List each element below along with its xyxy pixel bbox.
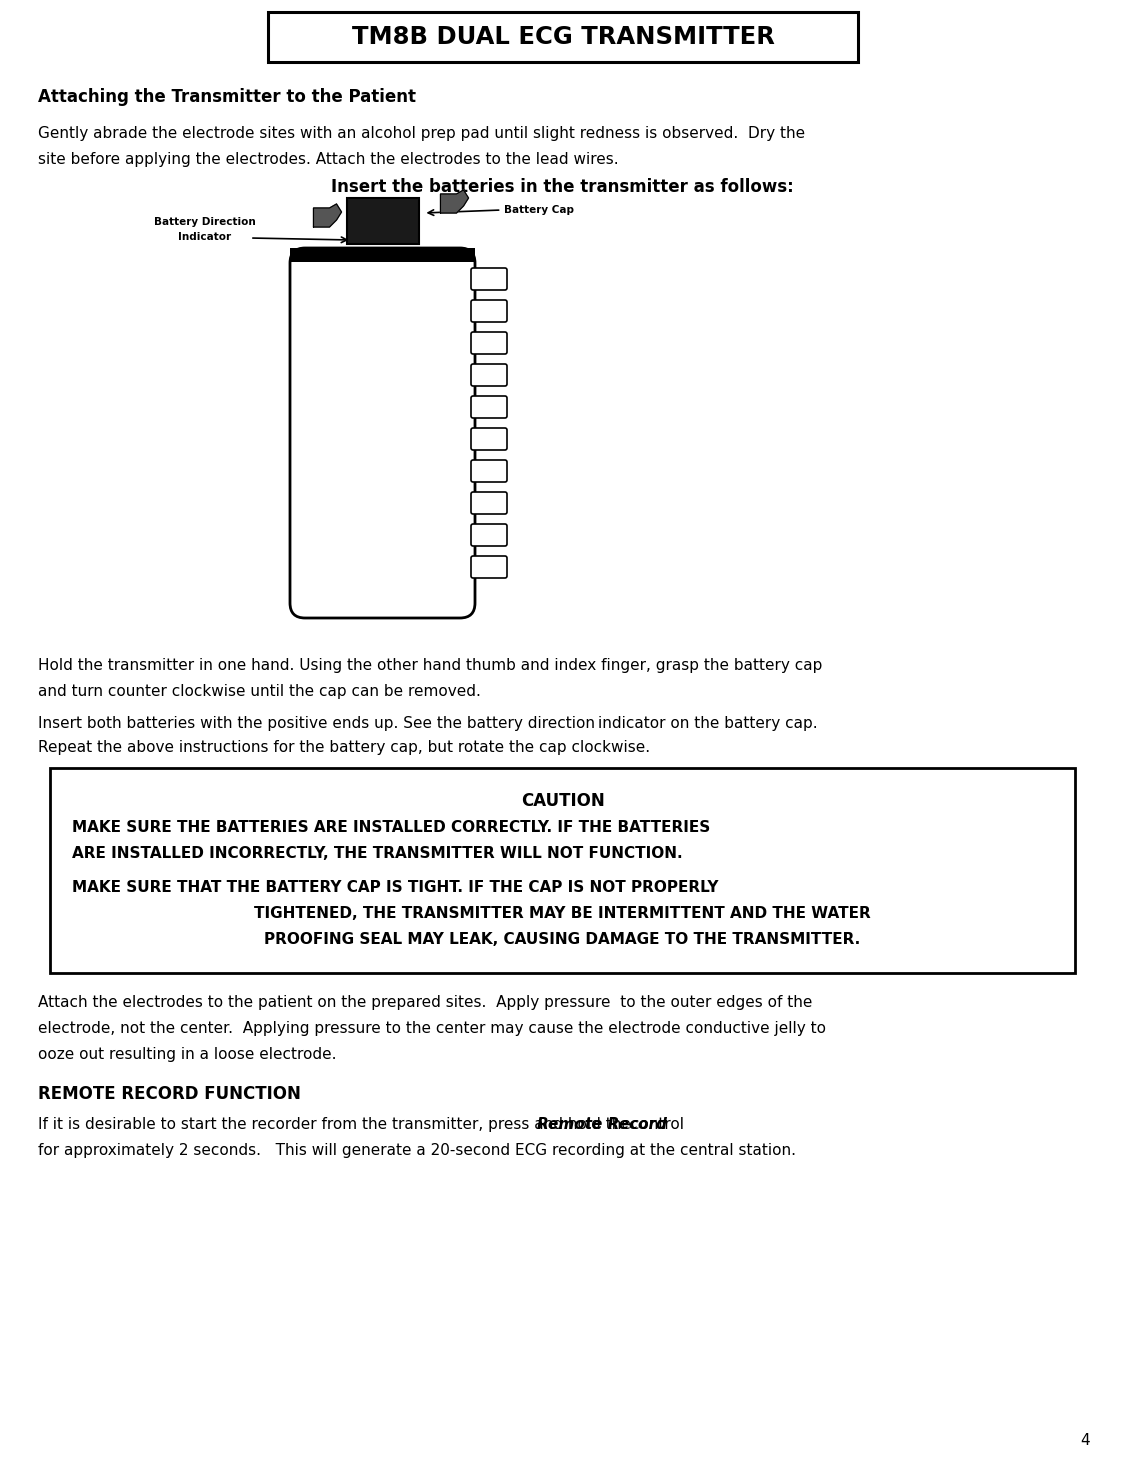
Text: and turn counter clockwise until the cap can be removed.: and turn counter clockwise until the cap… <box>38 684 480 699</box>
Text: Gently abrade the electrode sites with an alcohol prep pad until slight redness : Gently abrade the electrode sites with a… <box>38 126 805 140</box>
Text: Battery Cap: Battery Cap <box>504 205 574 215</box>
Text: Remote Record: Remote Record <box>537 1117 666 1132</box>
Text: ARE INSTALLED INCORRECTLY, THE TRANSMITTER WILL NOT FUNCTION.: ARE INSTALLED INCORRECTLY, THE TRANSMITT… <box>72 846 683 861</box>
Text: control: control <box>626 1117 684 1132</box>
FancyBboxPatch shape <box>471 461 507 482</box>
Text: Attaching the Transmitter to the Patient: Attaching the Transmitter to the Patient <box>38 88 416 107</box>
FancyBboxPatch shape <box>471 493 507 515</box>
Text: MAKE SURE THAT THE BATTERY CAP IS TIGHT. IF THE CAP IS NOT PROPERLY: MAKE SURE THAT THE BATTERY CAP IS TIGHT.… <box>72 880 719 895</box>
Text: PROOFING SEAL MAY LEAK, CAUSING DAMAGE TO THE TRANSMITTER.: PROOFING SEAL MAY LEAK, CAUSING DAMAGE T… <box>264 931 861 947</box>
FancyBboxPatch shape <box>471 523 507 545</box>
Text: Insert both batteries with the positive ends up. See the battery direction indic: Insert both batteries with the positive … <box>38 716 818 731</box>
Text: REMOTE RECORD FUNCTION: REMOTE RECORD FUNCTION <box>38 1085 300 1102</box>
Bar <box>50 768 1076 974</box>
Text: electrode, not the center.  Applying pressure to the center may cause the electr: electrode, not the center. Applying pres… <box>38 1020 826 1037</box>
Text: Repeat the above instructions for the battery cap, but rotate the cap clockwise.: Repeat the above instructions for the ba… <box>38 740 650 754</box>
Bar <box>346 197 418 244</box>
Text: CAUTION: CAUTION <box>521 792 604 810</box>
Polygon shape <box>441 190 468 213</box>
FancyBboxPatch shape <box>471 364 507 386</box>
FancyBboxPatch shape <box>471 332 507 354</box>
Text: Attach the electrodes to the patient on the prepared sites.  Apply pressure  to : Attach the electrodes to the patient on … <box>38 996 812 1010</box>
Text: Indicator: Indicator <box>179 232 232 243</box>
Text: 4: 4 <box>1080 1433 1090 1447</box>
Text: Hold the transmitter in one hand. Using the other hand thumb and index finger, g: Hold the transmitter in one hand. Using … <box>38 658 822 673</box>
Text: MAKE SURE THE BATTERIES ARE INSTALLED CORRECTLY. IF THE BATTERIES: MAKE SURE THE BATTERIES ARE INSTALLED CO… <box>72 820 710 835</box>
Text: TIGHTENED, THE TRANSMITTER MAY BE INTERMITTENT AND THE WATER: TIGHTENED, THE TRANSMITTER MAY BE INTERM… <box>254 906 871 921</box>
Text: for approximately 2 seconds.   This will generate a 20-second ECG recording at t: for approximately 2 seconds. This will g… <box>38 1143 796 1158</box>
Bar <box>290 249 475 262</box>
Text: ooze out resulting in a loose electrode.: ooze out resulting in a loose electrode. <box>38 1047 336 1061</box>
Bar <box>268 12 858 61</box>
FancyBboxPatch shape <box>290 249 475 618</box>
Text: If it is desirable to start the recorder from the transmitter, press and hold th: If it is desirable to start the recorder… <box>38 1117 636 1132</box>
FancyBboxPatch shape <box>471 300 507 322</box>
Text: Insert the batteries in the transmitter as follows:: Insert the batteries in the transmitter … <box>331 178 793 196</box>
FancyBboxPatch shape <box>471 428 507 450</box>
Text: TM8B DUAL ECG TRANSMITTER: TM8B DUAL ECG TRANSMITTER <box>351 25 774 50</box>
Text: site before applying the electrodes. Attach the electrodes to the lead wires.: site before applying the electrodes. Att… <box>38 152 619 167</box>
Text: Battery Direction: Battery Direction <box>154 216 255 227</box>
FancyBboxPatch shape <box>471 556 507 577</box>
FancyBboxPatch shape <box>471 268 507 289</box>
Polygon shape <box>314 205 342 227</box>
FancyBboxPatch shape <box>471 396 507 418</box>
